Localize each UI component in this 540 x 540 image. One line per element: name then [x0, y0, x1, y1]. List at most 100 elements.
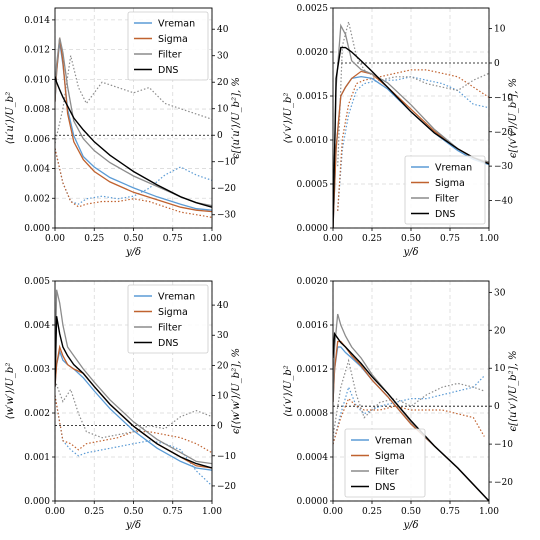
legend-label-sigma: Sigma [158, 307, 188, 318]
y-tick-label: 0.0015 [297, 92, 329, 102]
y-tick-label: 0.008 [24, 105, 50, 115]
y2-tick-label: 30 [217, 331, 229, 341]
y2-tick-label: 30 [494, 288, 506, 298]
x-tick-label: 1.00 [202, 234, 222, 244]
y2-tick-label: 10 [494, 364, 506, 374]
x-tick-label: 0.75 [163, 507, 183, 517]
x-tick-label: 0.50 [123, 234, 143, 244]
y-axis-label: ⟨u′v′⟩/U_b² [283, 365, 294, 417]
series-line-dns [55, 316, 212, 469]
y2-tick-label: −10 [494, 440, 513, 450]
error-series-vreman [55, 148, 212, 205]
y2-tick-label: 40 [217, 301, 229, 311]
legend-label-dns: DNS [158, 65, 178, 76]
y-tick-label: 0.010 [24, 75, 50, 85]
y-tick-label: 0.001 [24, 453, 50, 463]
error-series-filter [55, 380, 212, 439]
y-tick-label: 0.0020 [297, 48, 329, 58]
legend-label-sigma: Sigma [375, 451, 405, 462]
error-series-filter [337, 21, 489, 167]
x-tick-label: 0.50 [401, 234, 421, 244]
y2-tick-label: 20 [217, 78, 229, 88]
y-tick-label: 0.004 [24, 165, 50, 175]
y-tick-label: 0.004 [24, 321, 50, 331]
legend-box [127, 284, 209, 354]
y2-tick-label: −10 [217, 158, 236, 168]
x-tick-label: 0.75 [440, 234, 460, 244]
series-line-vreman [55, 349, 212, 471]
panel-bottom-right: 0.00 0.25 0.50 0.75 1.00 0.0000 0.0004 0.0008 0.… [283, 277, 519, 531]
y2-tick-label: 0 [494, 59, 500, 69]
legend-label-vreman: Vreman [435, 163, 472, 174]
x-tick-label: 0.25 [362, 234, 382, 244]
x-tick-label: 0.25 [362, 507, 382, 517]
y2-tick-label: −10 [494, 93, 513, 103]
y-axis-label: ⟨u′u′⟩/U_b² [5, 92, 16, 144]
legend-box [344, 428, 426, 498]
legend-label-filter: Filter [158, 323, 182, 334]
panel-top-right: 0.00 0.25 0.50 0.75 1.00 0.0000 0.0005 0.0010 0.… [283, 4, 519, 258]
legend-box [127, 11, 209, 81]
plot-area [333, 313, 489, 501]
x-axis-label: y/δ [402, 247, 418, 258]
y-tick-label: 0.0012 [297, 365, 329, 375]
y2-tick-label: −30 [217, 211, 236, 221]
plot-area [333, 21, 489, 228]
error-series-filter [333, 358, 485, 437]
x-tick-label: 0.00 [323, 507, 343, 517]
legend-label-vreman: Vreman [375, 436, 412, 447]
legend-label-vreman: Vreman [158, 292, 195, 303]
plot-area [55, 289, 212, 487]
y2-axis-label: ϵ[⟨w′w′⟩/U_b²], % [231, 348, 242, 434]
y2-tick-label: 10 [494, 25, 506, 35]
y2-tick-label: −20 [217, 482, 236, 492]
series-line-dns [333, 331, 489, 501]
error-series-vreman [55, 395, 212, 487]
legend-label-filter: Filter [375, 467, 399, 478]
x-tick-label: 0.25 [84, 234, 104, 244]
y-tick-label: 0.003 [24, 365, 50, 375]
panel-top-left: 0.00 0.25 0.50 0.75 1.00 0.000 0.002 0.004 0.006… [5, 7, 242, 258]
panel-bottom-left: 0.00 0.25 0.50 0.75 1.00 0.000 0.001 0.002 0.003… [5, 277, 242, 531]
y2-tick-label: −30 [494, 162, 513, 172]
x-tick-label: 0.75 [163, 234, 183, 244]
y2-tick-label: −40 [494, 197, 513, 207]
x-tick-label: 0.00 [45, 234, 65, 244]
y2-tick-label: −10 [217, 452, 236, 462]
y-tick-label: 0.006 [24, 135, 50, 145]
y-tick-label: 0.0000 [297, 497, 329, 507]
y2-tick-label: 30 [217, 52, 229, 62]
y2-tick-label: 40 [217, 25, 229, 35]
legend-label-dns: DNS [375, 482, 395, 493]
legend-label-dns: DNS [435, 209, 455, 220]
series-line-dns [55, 76, 212, 208]
legend-label-vreman: Vreman [158, 19, 195, 30]
legend: Vreman Sigma Filter DNS [127, 11, 209, 81]
error-series-filter [55, 55, 212, 144]
legend: Vreman Sigma Filter DNS [404, 155, 486, 225]
y-tick-label: 0.0005 [297, 180, 329, 190]
y2-tick-label: 10 [217, 105, 229, 115]
y2-tick-label: 0 [217, 131, 223, 141]
y2-tick-label: −20 [217, 184, 236, 194]
x-tick-label: 1.00 [479, 234, 499, 244]
legend-label-filter: Filter [435, 194, 459, 205]
y-tick-label: 0.002 [24, 409, 50, 419]
x-tick-label: 1.00 [479, 507, 499, 517]
y-tick-label: 0.005 [24, 277, 50, 287]
x-axis-label: y/δ [402, 520, 418, 531]
x-tick-label: 0.00 [323, 234, 343, 244]
y-tick-label: 0.0025 [297, 4, 329, 14]
legend: Vreman Sigma Filter DNS [344, 428, 426, 498]
y-tick-label: 0.014 [24, 16, 50, 26]
x-tick-label: 0.50 [123, 507, 143, 517]
x-axis-label: y/δ [125, 520, 141, 531]
series-line-filter [55, 289, 212, 465]
legend-label-sigma: Sigma [158, 34, 188, 45]
y-tick-label: 0.0020 [297, 277, 329, 287]
x-tick-label: 0.75 [440, 507, 460, 517]
x-tick-label: 1.00 [202, 507, 222, 517]
y2-tick-label: 10 [217, 392, 229, 402]
legend-label-filter: Filter [158, 50, 182, 61]
